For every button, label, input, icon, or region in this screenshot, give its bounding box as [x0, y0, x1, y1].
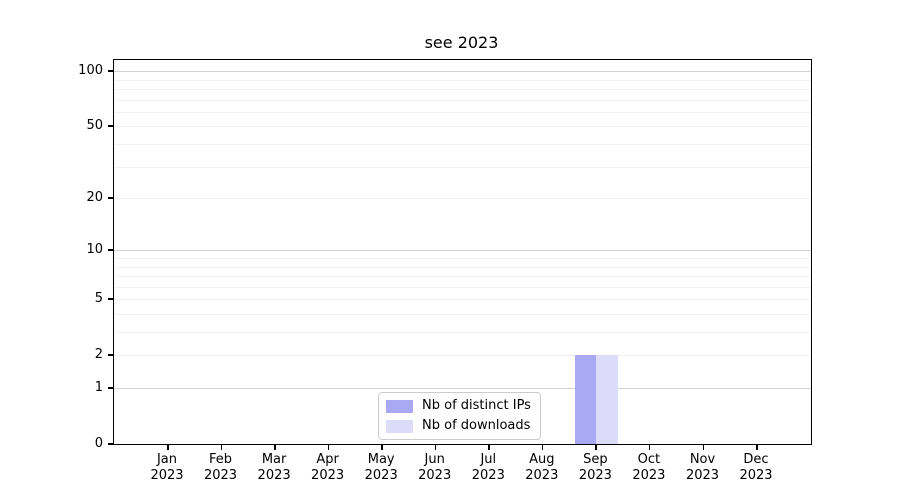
- x-tick-label-year: 2023: [525, 467, 559, 483]
- y-tick-label: 1: [94, 379, 103, 395]
- x-tick: [167, 444, 169, 450]
- x-tick: [595, 444, 597, 450]
- x-tick-label-year: 2023: [203, 467, 238, 483]
- x-tick-label: Feb 2023: [189, 452, 253, 483]
- gridline-major: [114, 71, 811, 73]
- x-tick: [756, 444, 758, 450]
- gridline-minor: [114, 299, 811, 301]
- legend-entry-downloads: Nb of downloads: [386, 418, 531, 434]
- gridline-minor: [114, 332, 811, 333]
- legend-swatch-distinct-ips: [386, 399, 413, 413]
- y-tick-label: 10: [86, 241, 103, 257]
- y-tick-label: 50: [86, 117, 103, 133]
- gridline-minor: [114, 126, 811, 128]
- x-tick: [648, 444, 651, 450]
- x-tick: [220, 444, 222, 450]
- gridline-minor: [114, 79, 811, 81]
- x-tick-label-year: 2023: [257, 467, 291, 483]
- x-tick-label-year: 2023: [418, 467, 452, 483]
- y-tick-label: 20: [86, 189, 103, 205]
- legend-label-downloads: Nb of downloads: [422, 418, 531, 433]
- y-tick: [108, 443, 113, 445]
- x-tick-label: Mar 2023: [242, 452, 306, 483]
- y-tick-label: 2: [94, 346, 103, 362]
- y-tick: [108, 197, 113, 199]
- legend-swatch-downloads: [386, 419, 413, 433]
- x-tick: [327, 444, 330, 450]
- gridline-minor: [114, 166, 811, 168]
- x-tick-label-year: 2023: [311, 467, 345, 483]
- x-tick-label-year: 2023: [471, 467, 505, 483]
- x-tick-label-year: 2023: [364, 467, 398, 483]
- x-tick-label: Jan 2023: [135, 452, 199, 483]
- gridline-minor: [114, 258, 811, 259]
- chart-title: see 2023: [424, 33, 499, 52]
- y-tick: [108, 298, 113, 300]
- gridline-minor: [114, 314, 811, 315]
- x-tick-label: Jun 2023: [403, 452, 467, 483]
- y-tick: [108, 354, 113, 356]
- gridline-minor: [114, 198, 811, 200]
- x-tick-label: Aug 2023: [510, 452, 574, 483]
- x-tick-label: May 2023: [349, 452, 413, 483]
- y-tick: [108, 125, 113, 127]
- gridline-minor: [114, 111, 811, 113]
- x-tick: [274, 444, 276, 450]
- plot-area: Nb of distinct IPs Nb of downloads: [113, 59, 812, 445]
- gridline-minor: [114, 144, 811, 145]
- x-tick: [381, 444, 383, 450]
- x-tick: [541, 444, 544, 450]
- y-tick: [108, 70, 113, 72]
- x-tick: [702, 444, 704, 450]
- gridline-minor: [114, 286, 811, 288]
- x-tick-label-year: 2023: [150, 467, 184, 483]
- bar-downloads: [596, 355, 618, 444]
- x-tick-label: Dec 2023: [724, 452, 788, 483]
- y-tick: [108, 387, 113, 389]
- y-tick-label: 100: [78, 62, 103, 78]
- x-tick: [434, 444, 437, 450]
- y-tick: [108, 249, 113, 251]
- gridline-major: [114, 250, 811, 252]
- x-tick-label: Oct 2023: [617, 452, 681, 483]
- x-tick-label-year: 2023: [578, 467, 612, 483]
- legend: Nb of distinct IPs Nb of downloads: [378, 392, 541, 440]
- x-tick-label-year: 2023: [632, 467, 666, 483]
- x-tick-label-year: 2023: [685, 467, 720, 483]
- x-tick-label-year: 2023: [739, 467, 773, 483]
- gridline-minor: [114, 89, 811, 90]
- gridline-minor: [114, 266, 811, 268]
- x-tick-label: Apr 2023: [296, 452, 360, 483]
- x-tick-label: Nov 2023: [671, 452, 735, 483]
- x-tick-label: Sep 2023: [563, 452, 627, 483]
- gridline-minor: [114, 276, 811, 277]
- legend-entry-distinct-ips: Nb of distinct IPs: [386, 398, 531, 414]
- gridline-minor: [114, 99, 811, 101]
- legend-label-distinct-ips: Nb of distinct IPs: [422, 398, 531, 413]
- y-tick-label: 0: [94, 435, 103, 451]
- x-tick-label: Jul 2023: [456, 452, 520, 483]
- x-tick: [488, 444, 490, 450]
- y-tick-label: 5: [94, 290, 103, 306]
- gridline-minor: [114, 355, 811, 357]
- gridline-major: [114, 388, 811, 389]
- bar-distinct-ips: [575, 355, 597, 444]
